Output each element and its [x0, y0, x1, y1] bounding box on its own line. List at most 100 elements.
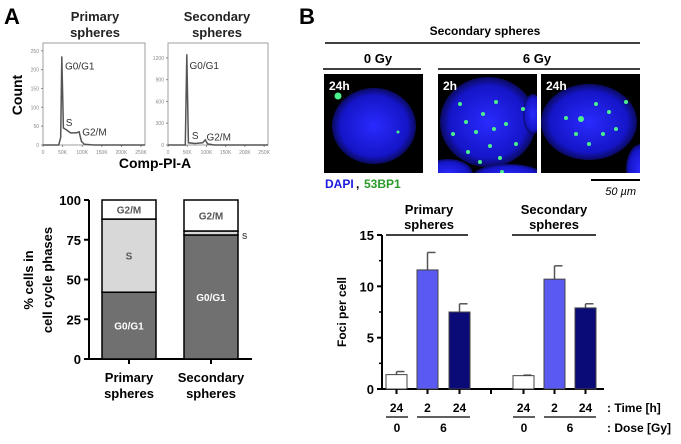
focus-53bp1: [607, 110, 611, 114]
segment-label: G0/G1: [114, 322, 144, 333]
y-tick-label: 0: [367, 382, 374, 397]
hist2-title-line2: spheres: [192, 25, 242, 40]
y-tick-label: 100: [31, 105, 40, 111]
y-tick-label: 25: [67, 312, 81, 327]
histogram-primary: 0 50 100 150 200 250 0 50K 100K 150K 200K 250K G0/G1…: [31, 42, 148, 156]
focus-53bp1: [488, 144, 492, 148]
bar-segment-g2m: [101, 199, 157, 220]
stacked-bar-chart: 0255075100G0/G1SG2/MPrimaryspheresG0/G1S…: [59, 193, 252, 401]
bar-segment-g2m: [183, 199, 239, 232]
nucleus: [440, 77, 536, 167]
y-tick-label: 75: [67, 233, 81, 248]
peak-label: G0/G1: [65, 62, 95, 73]
focus-53bp1: [494, 100, 498, 104]
segment-label: S: [126, 252, 133, 263]
y-tick-label: 150: [31, 86, 40, 92]
bar-segment-s: [101, 218, 157, 293]
x-tick-label: 0: [42, 150, 45, 156]
peak-label: G2/M: [82, 128, 106, 139]
focus-53bp1: [587, 142, 591, 146]
y-tick-label: 0: [74, 352, 81, 367]
image-time-label: 24h: [329, 79, 350, 93]
y-tick-label: 50: [67, 273, 81, 288]
foci-bar-chart: 0 5 10 15 24 2 24 24 2 24 0 6 0 6: [360, 228, 604, 435]
hist-xlabel: Comp-PI-A: [119, 155, 191, 171]
stack-ylabel-line1: % cells in: [21, 250, 36, 309]
time-value: 24: [579, 401, 593, 415]
foci-group1-title-line2: spheres: [404, 217, 454, 232]
focus-53bp1: [614, 127, 618, 131]
x-tick-label: 150K: [96, 150, 108, 156]
segment-label: S: [242, 232, 248, 241]
focus-53bp1: [396, 130, 400, 134]
focus-53bp1: [500, 170, 504, 173]
x-tick-label: 0: [167, 150, 170, 156]
bar: [385, 374, 408, 390]
microscopy-image: 2h: [438, 74, 537, 173]
dose-value: 6: [567, 421, 574, 435]
focus-53bp1: [594, 102, 598, 106]
bar: [416, 269, 439, 390]
legend-53bp1: 53BP1: [364, 177, 401, 191]
bar: [512, 375, 535, 390]
y-tick-label: 300: [156, 121, 165, 127]
y-tick-label: 0: [161, 143, 164, 149]
y-tick-label: 10: [360, 279, 374, 294]
segment-label: G2/M: [117, 206, 141, 217]
image-content: [332, 88, 416, 164]
focus-53bp1: [514, 142, 518, 146]
focus-53bp1: [474, 130, 478, 134]
image-content: [541, 84, 640, 173]
histogram-line: [43, 56, 145, 146]
scale-bar-label: 50 µm: [605, 186, 636, 198]
peak-label: G2/M: [206, 133, 230, 144]
foci-group2-title-line2: spheres: [529, 217, 579, 232]
y-tick-label: 600: [156, 99, 165, 105]
histogram-secondary: 0 300 600 900 1200 0 50K 100K 150K 200K 250K G0/G1 S…: [153, 42, 271, 156]
peak-label: S: [66, 118, 73, 129]
focus-53bp1: [466, 150, 470, 154]
image-time-label: 24h: [546, 79, 567, 93]
y-tick-label: 200: [31, 68, 40, 74]
micro-dose-0: 0 Gy: [364, 51, 393, 66]
microscopy-image: 24h: [541, 74, 640, 173]
focus-53bp1: [492, 127, 496, 131]
hist2-title-line1: Secondary: [184, 9, 251, 24]
micro-dose-6: 6 Gy: [523, 51, 552, 66]
dose-label: : Dose [Gy]: [607, 421, 671, 435]
legend-sep: ,: [356, 177, 359, 191]
category-label: spheres: [186, 386, 236, 401]
stack-ylabel-line2: cell cycle phases: [40, 227, 55, 333]
nucleus: [438, 159, 473, 173]
bar: [574, 307, 597, 390]
peak-label: S: [192, 131, 199, 142]
focus-53bp1: [574, 132, 578, 136]
hist1-title-line2: spheres: [70, 25, 120, 40]
time-value: 2: [424, 401, 431, 415]
focus-53bp1: [624, 100, 628, 104]
category-label: spheres: [104, 386, 154, 401]
focus-53bp1: [521, 107, 525, 111]
x-tick-label: 50K: [183, 150, 193, 156]
panel-label-a: A: [4, 4, 20, 29]
time-label: : Time [h]: [607, 401, 661, 415]
bar-segment-g0g1: [183, 234, 239, 360]
time-value: 24: [517, 401, 531, 415]
foci-group2-title-line1: Secondary: [521, 202, 588, 217]
y-tick-label: 15: [360, 228, 374, 243]
time-value: 2: [551, 401, 558, 415]
focus-53bp1: [451, 132, 455, 136]
micro-title: Secondary spheres: [430, 24, 541, 38]
segment-label: G2/M: [199, 212, 223, 223]
hist1-title-line1: Primary: [71, 9, 120, 24]
focus-53bp1: [564, 116, 568, 120]
bar: [448, 311, 471, 390]
time-value: 24: [390, 401, 404, 415]
panel-label-b: B: [299, 4, 315, 29]
category-label: Primary: [105, 370, 154, 385]
nucleus: [523, 94, 537, 134]
bar-segment-g0g1: [101, 291, 157, 360]
focus-53bp1: [498, 156, 502, 160]
segment-label: G0/G1: [196, 293, 226, 304]
